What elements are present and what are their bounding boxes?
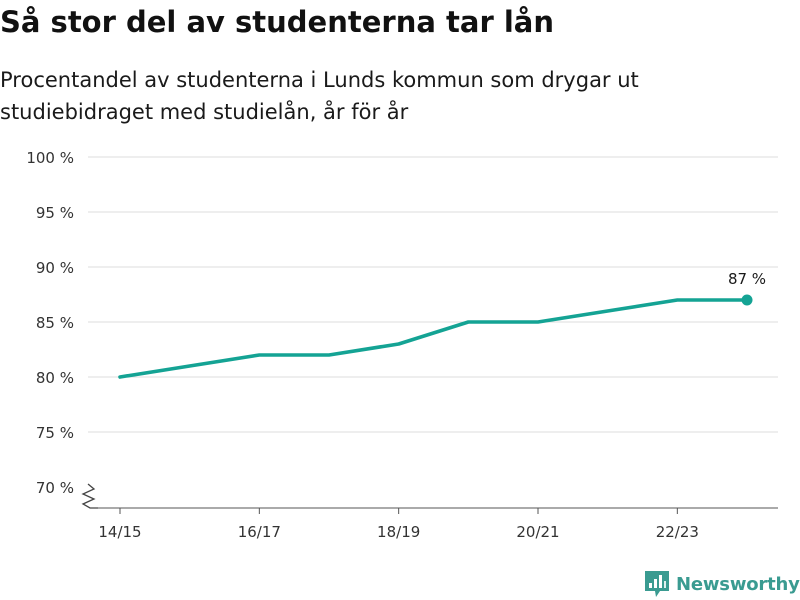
y-tick-label-100: 100 % xyxy=(26,149,74,167)
y-tick-label-95: 95 % xyxy=(36,204,74,222)
y-tick-label-80: 80 % xyxy=(36,369,74,387)
series-line-0 xyxy=(118,298,749,379)
chart-subtitle: Procentandel av studenterna i Lunds komm… xyxy=(0,68,639,124)
x-tick-label-16-17: 16/17 xyxy=(238,523,281,541)
x-tick-label-20-21: 20/21 xyxy=(516,523,559,541)
x-tick-label-14-15: 14/15 xyxy=(98,523,141,541)
y-tick-label-85: 85 % xyxy=(36,314,74,332)
brand-name: Newsworthy xyxy=(676,573,800,595)
chart-title: Så stor del av studenterna tar lån xyxy=(0,5,555,39)
bar-chart-logo-icon xyxy=(645,571,669,597)
x-tick-label-22-23: 22/23 xyxy=(656,523,699,541)
y-tick-label-70: 70 % xyxy=(36,479,74,497)
y-tick-label-90: 90 % xyxy=(36,259,74,277)
brand-logo: Newsworthy xyxy=(644,568,800,600)
end-point-marker xyxy=(741,294,753,306)
y-tick-label-75: 75 % xyxy=(36,424,74,442)
x-tick-label-18-19: 18/19 xyxy=(377,523,420,541)
end-value-label: 87 % xyxy=(728,270,766,288)
axis-break-icon xyxy=(81,483,98,509)
